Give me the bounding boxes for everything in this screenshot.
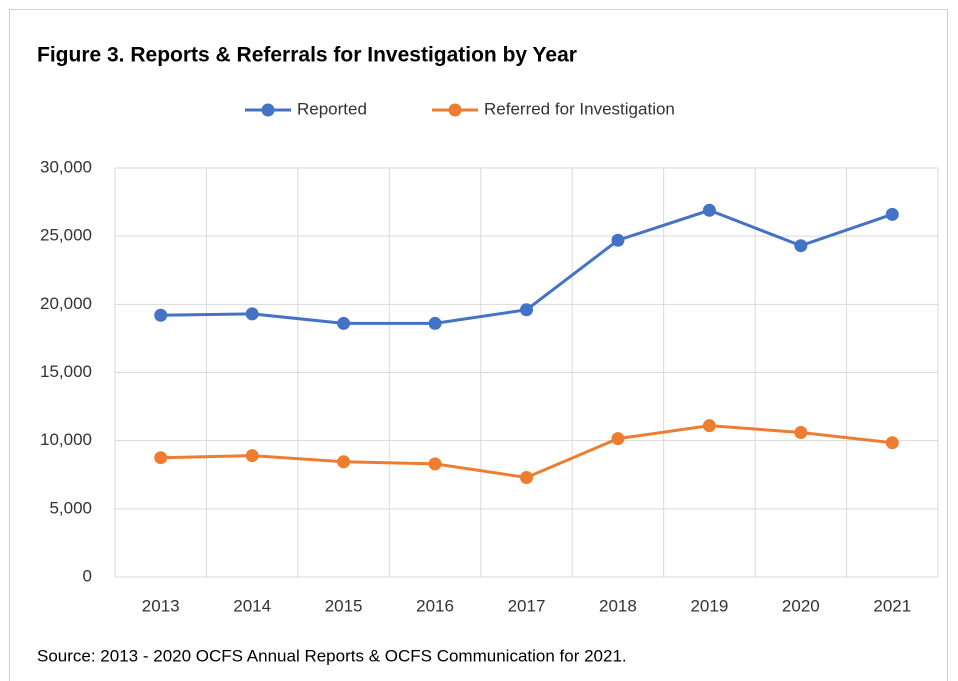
y-tick-label: 30,000 (40, 157, 92, 176)
data-point (245, 449, 259, 463)
legend-marker (261, 103, 275, 117)
legend-marker (448, 103, 462, 117)
source-note: Source: 2013 - 2020 OCFS Annual Reports … (37, 646, 627, 665)
legend-label: Referred for Investigation (484, 99, 675, 118)
data-point (428, 316, 442, 330)
x-tick-label: 2015 (325, 596, 363, 615)
data-point (428, 457, 442, 471)
x-tick-label: 2019 (690, 596, 728, 615)
data-point (520, 303, 533, 317)
data-point (702, 203, 716, 217)
data-point (154, 308, 168, 322)
data-point (154, 451, 168, 465)
x-tick-label: 2018 (599, 596, 637, 615)
data-point (245, 307, 259, 321)
data-point (885, 207, 899, 221)
x-tick-label: 2021 (873, 596, 911, 615)
y-tick-label: 20,000 (40, 294, 92, 313)
x-tick-label: 2013 (142, 596, 180, 615)
chart-border (9, 9, 948, 681)
data-point (794, 425, 808, 439)
data-point (337, 316, 351, 330)
y-tick-label: 25,000 (40, 226, 92, 245)
x-tick-label: 2017 (508, 596, 546, 615)
y-tick-label: 15,000 (40, 362, 92, 381)
x-tick-label: 2014 (233, 596, 271, 615)
x-tick-label: 2020 (782, 596, 820, 615)
y-tick-label: 5,000 (49, 498, 92, 517)
y-tick-label: 10,000 (40, 430, 92, 449)
data-point (794, 239, 808, 253)
data-point (611, 432, 625, 446)
data-point (702, 419, 716, 433)
y-tick-label: 0 (83, 566, 92, 585)
x-tick-label: 2016 (416, 596, 454, 615)
data-point (337, 455, 351, 469)
legend-label: Reported (297, 99, 367, 118)
data-point (520, 470, 533, 484)
data-point (611, 233, 625, 247)
data-point (885, 436, 899, 450)
chart-title: Figure 3. Reports & Referrals for Invest… (37, 44, 577, 67)
